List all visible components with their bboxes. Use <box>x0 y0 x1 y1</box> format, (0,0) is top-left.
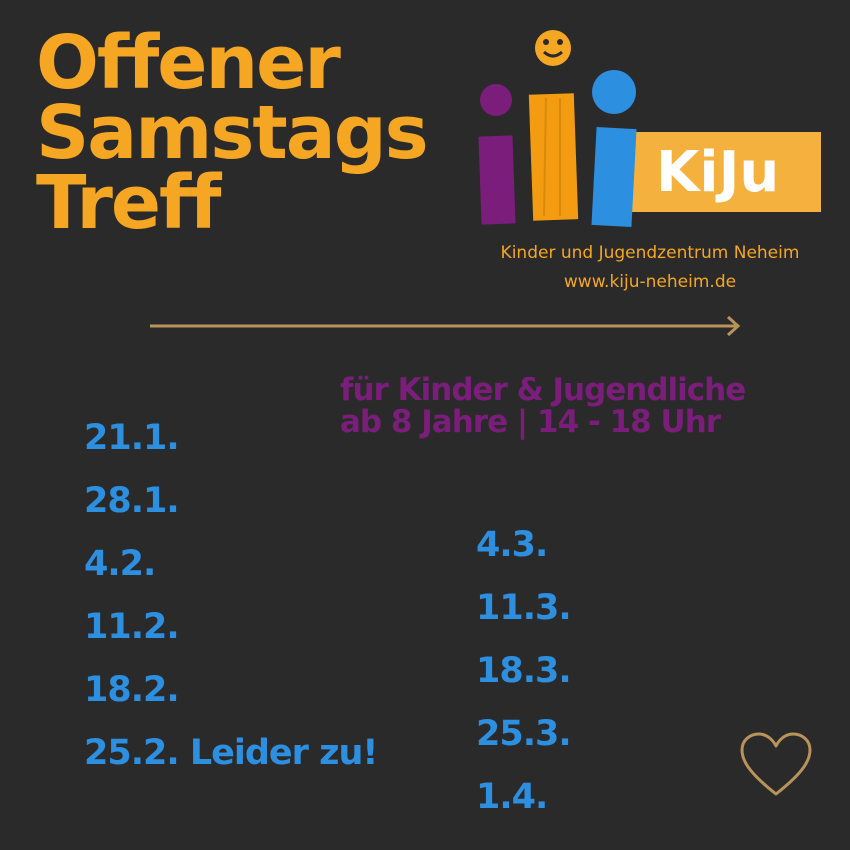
logo-url: www.kiju-neheim.de <box>563 272 737 292</box>
date-item: 11.3. <box>476 588 572 628</box>
logo-tagline: Kinder und Jugendzentrum Neheim <box>500 243 800 263</box>
title-line-2: Samstags <box>36 90 429 176</box>
date-item: 25.2. Leider zu! <box>84 733 378 773</box>
title-line-3: Treff <box>36 160 221 246</box>
page-title: Offener Samstags Treff <box>36 20 429 246</box>
kiju-logo: KiJu <box>478 30 821 227</box>
date-item: 11.2. <box>84 607 180 647</box>
date-item: 25.3. <box>476 714 572 754</box>
date-item: 4.3. <box>476 525 548 565</box>
date-item: 21.1. <box>84 418 180 458</box>
dates-left-column: 21.1. 28.1. 4.2. 11.2. 18.2. 25.2. Leide… <box>84 407 378 785</box>
heart-outline-icon <box>740 732 812 796</box>
date-item: 1.4. <box>476 777 548 817</box>
date-item: 28.1. <box>84 481 180 521</box>
date-item: 4.2. <box>84 544 156 584</box>
date-item: 18.3. <box>476 651 572 691</box>
date-item: 18.2. <box>84 670 180 710</box>
title-line-1: Offener <box>36 20 341 106</box>
audience-info: für Kinder & Jugendliche ab 8 Jahre | 14… <box>340 372 746 440</box>
audience-line-2: ab 8 Jahre | 14 - 18 Uhr <box>340 404 721 440</box>
dates-right-column: 4.3. 11.3. 18.3. 25.3. 1.4. <box>476 514 572 829</box>
arrow-right-icon <box>150 315 741 337</box>
audience-line-1: für Kinder & Jugendliche <box>340 372 746 408</box>
logo-text: KiJu <box>656 140 779 205</box>
